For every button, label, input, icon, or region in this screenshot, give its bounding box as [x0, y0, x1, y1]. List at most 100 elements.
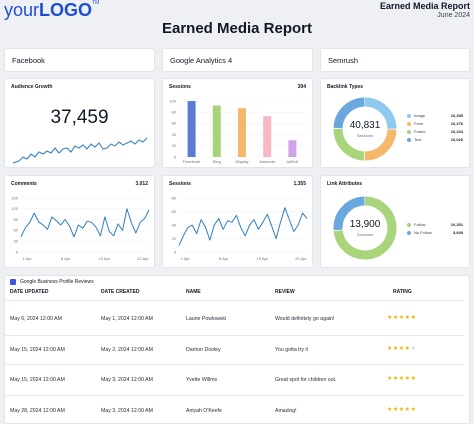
y-tick-label: 60: [172, 209, 177, 214]
legend-swatch: [407, 129, 411, 134]
legend-value: 3,649: [452, 230, 463, 235]
y-tick-label: 120: [11, 206, 18, 211]
x-tick-label: 22 Apr: [137, 256, 149, 261]
row-date-created: May 3, 2024 12:00 AM: [101, 408, 153, 414]
card-title: Comments: [11, 181, 37, 187]
donut-center-label: Sessions: [356, 133, 374, 138]
card-title: Audience Growth: [11, 84, 53, 90]
card-title: Link Attributes: [327, 181, 363, 187]
bar: [212, 105, 221, 157]
row-date-updated: May 15, 2024 12:00 AM: [10, 377, 65, 383]
bar: [288, 140, 297, 157]
star-icon: ★: [410, 315, 417, 321]
source-header-semrush: Semrush: [320, 48, 470, 72]
report-title: Earned Media Report: [161, 20, 313, 37]
x-tick-label: 8 Apr: [219, 256, 229, 261]
x-tick-label: 22 Apr: [295, 256, 307, 261]
legend-value: 10,234: [450, 129, 463, 134]
comments-card: Comments 3,012 150 120 90 60 30 0 1 Apr 8 Apr 15…: [4, 175, 155, 268]
x-tick-label: 1 Apr: [180, 256, 190, 261]
sessions-bar-chart: 100 80 60 40 20 0 Facebook Bing Display Adwords Ad…: [169, 98, 305, 164]
legend-value: 10,251: [450, 222, 463, 227]
y-tick-label: 150: [11, 195, 18, 200]
star-icon: ★: [410, 346, 417, 352]
legend-label: Text: [414, 137, 422, 142]
y-tick-label: 20: [172, 143, 177, 148]
bar: [238, 108, 246, 157]
x-tick-label: 15 Apr: [257, 256, 269, 261]
google-business-icon: [10, 279, 16, 285]
legend-value: 10,026: [450, 137, 463, 142]
y-tick-label: 60: [172, 121, 177, 126]
donut-segment: [333, 97, 397, 161]
column-header-date-updated: DATE UPDATED: [10, 289, 49, 295]
source-header-facebook: Facebook: [4, 48, 155, 72]
source-header-ga4: Google Analytics 4: [162, 48, 313, 72]
y-tick-label: 100: [169, 98, 176, 103]
column-header-date-created: DATE CREATED: [101, 289, 140, 295]
bar: [187, 101, 196, 157]
row-rating-stars: ★★★★★: [387, 314, 416, 321]
audience-sparkline: [13, 137, 148, 164]
star-icon: ★: [392, 315, 399, 321]
table-divider: [6, 300, 464, 301]
legend-item: Form 10,276: [407, 121, 463, 127]
backlink-donut: [333, 97, 397, 161]
star-icon: ★: [398, 407, 405, 413]
card-title: Sessions: [169, 181, 191, 187]
star-icon: ★: [387, 346, 393, 352]
x-tick-label: 15 Apr: [99, 256, 111, 261]
star-icon: ★: [404, 346, 411, 352]
y-tick-label: 90: [14, 217, 19, 222]
legend-item: Text 10,026: [407, 137, 463, 143]
y-tick-label: 0: [16, 249, 19, 254]
star-icon: ★: [392, 376, 399, 382]
reviews-card: [4, 275, 470, 424]
legend-label: Form: [414, 121, 424, 126]
donut-segment: [333, 196, 397, 260]
y-tick-label: 30: [14, 239, 19, 244]
card-total: 394: [297, 84, 306, 90]
legend-swatch: [407, 222, 411, 227]
star-icon: ★: [404, 407, 411, 413]
star-icon: ★: [404, 315, 411, 321]
card-total: 3,012: [135, 181, 148, 187]
star-icon: ★: [387, 407, 393, 413]
donut-segment: [333, 97, 397, 161]
legend-label: Frame: [414, 129, 426, 134]
audience-growth-card: Audience Growth 37,459: [4, 78, 155, 168]
row-name: Laurie Powlowski: [186, 316, 227, 322]
x-tick-label: 1 Apr: [22, 256, 32, 261]
row-review: Great spot for children out.: [275, 377, 337, 383]
report-name: Earned Media Report: [379, 1, 470, 11]
card-title: Backlink Types: [327, 84, 364, 90]
legend-label: Image: [414, 113, 426, 118]
row-name: Yvette Willms: [186, 377, 218, 383]
star-icon: ★: [404, 376, 411, 382]
donut-segment: [333, 97, 397, 161]
donut-center-value: 40,831: [349, 120, 381, 131]
legend-item: Frame 10,234: [407, 129, 463, 135]
star-icon: ★: [398, 315, 405, 321]
star-icon: ★: [410, 407, 417, 413]
row-date-created: May 3, 2024 12:00 AM: [101, 377, 153, 383]
x-tick-label: AdRoll: [287, 159, 299, 164]
star-icon: ★: [398, 346, 405, 352]
table-divider: [6, 335, 464, 336]
y-tick-label: 80: [172, 195, 177, 200]
y-tick-label: 0: [174, 154, 177, 159]
source-label: Semrush: [328, 56, 359, 65]
row-rating-stars: ★★★★★: [387, 375, 416, 382]
series-line: [178, 207, 308, 246]
legend-swatch: [407, 230, 411, 235]
backlink-types-card: Backlink Types 40,831 Sessions Image 10,2…: [320, 78, 470, 168]
row-date-created: May 2, 2024 12:00 AM: [101, 347, 153, 353]
bar: [263, 116, 272, 157]
y-tick-label: 60: [14, 228, 19, 233]
row-review: Amazing!: [275, 408, 297, 414]
star-icon: ★: [392, 346, 399, 352]
source-label: Google Analytics 4: [170, 56, 233, 65]
legend-value: 10,276: [450, 121, 463, 126]
column-header-review: REVIEW: [275, 289, 295, 295]
comments-line-chart: 150 120 90 60 30 01 Apr 8 Apr 15 Apr 22 Apr: [11, 195, 150, 261]
